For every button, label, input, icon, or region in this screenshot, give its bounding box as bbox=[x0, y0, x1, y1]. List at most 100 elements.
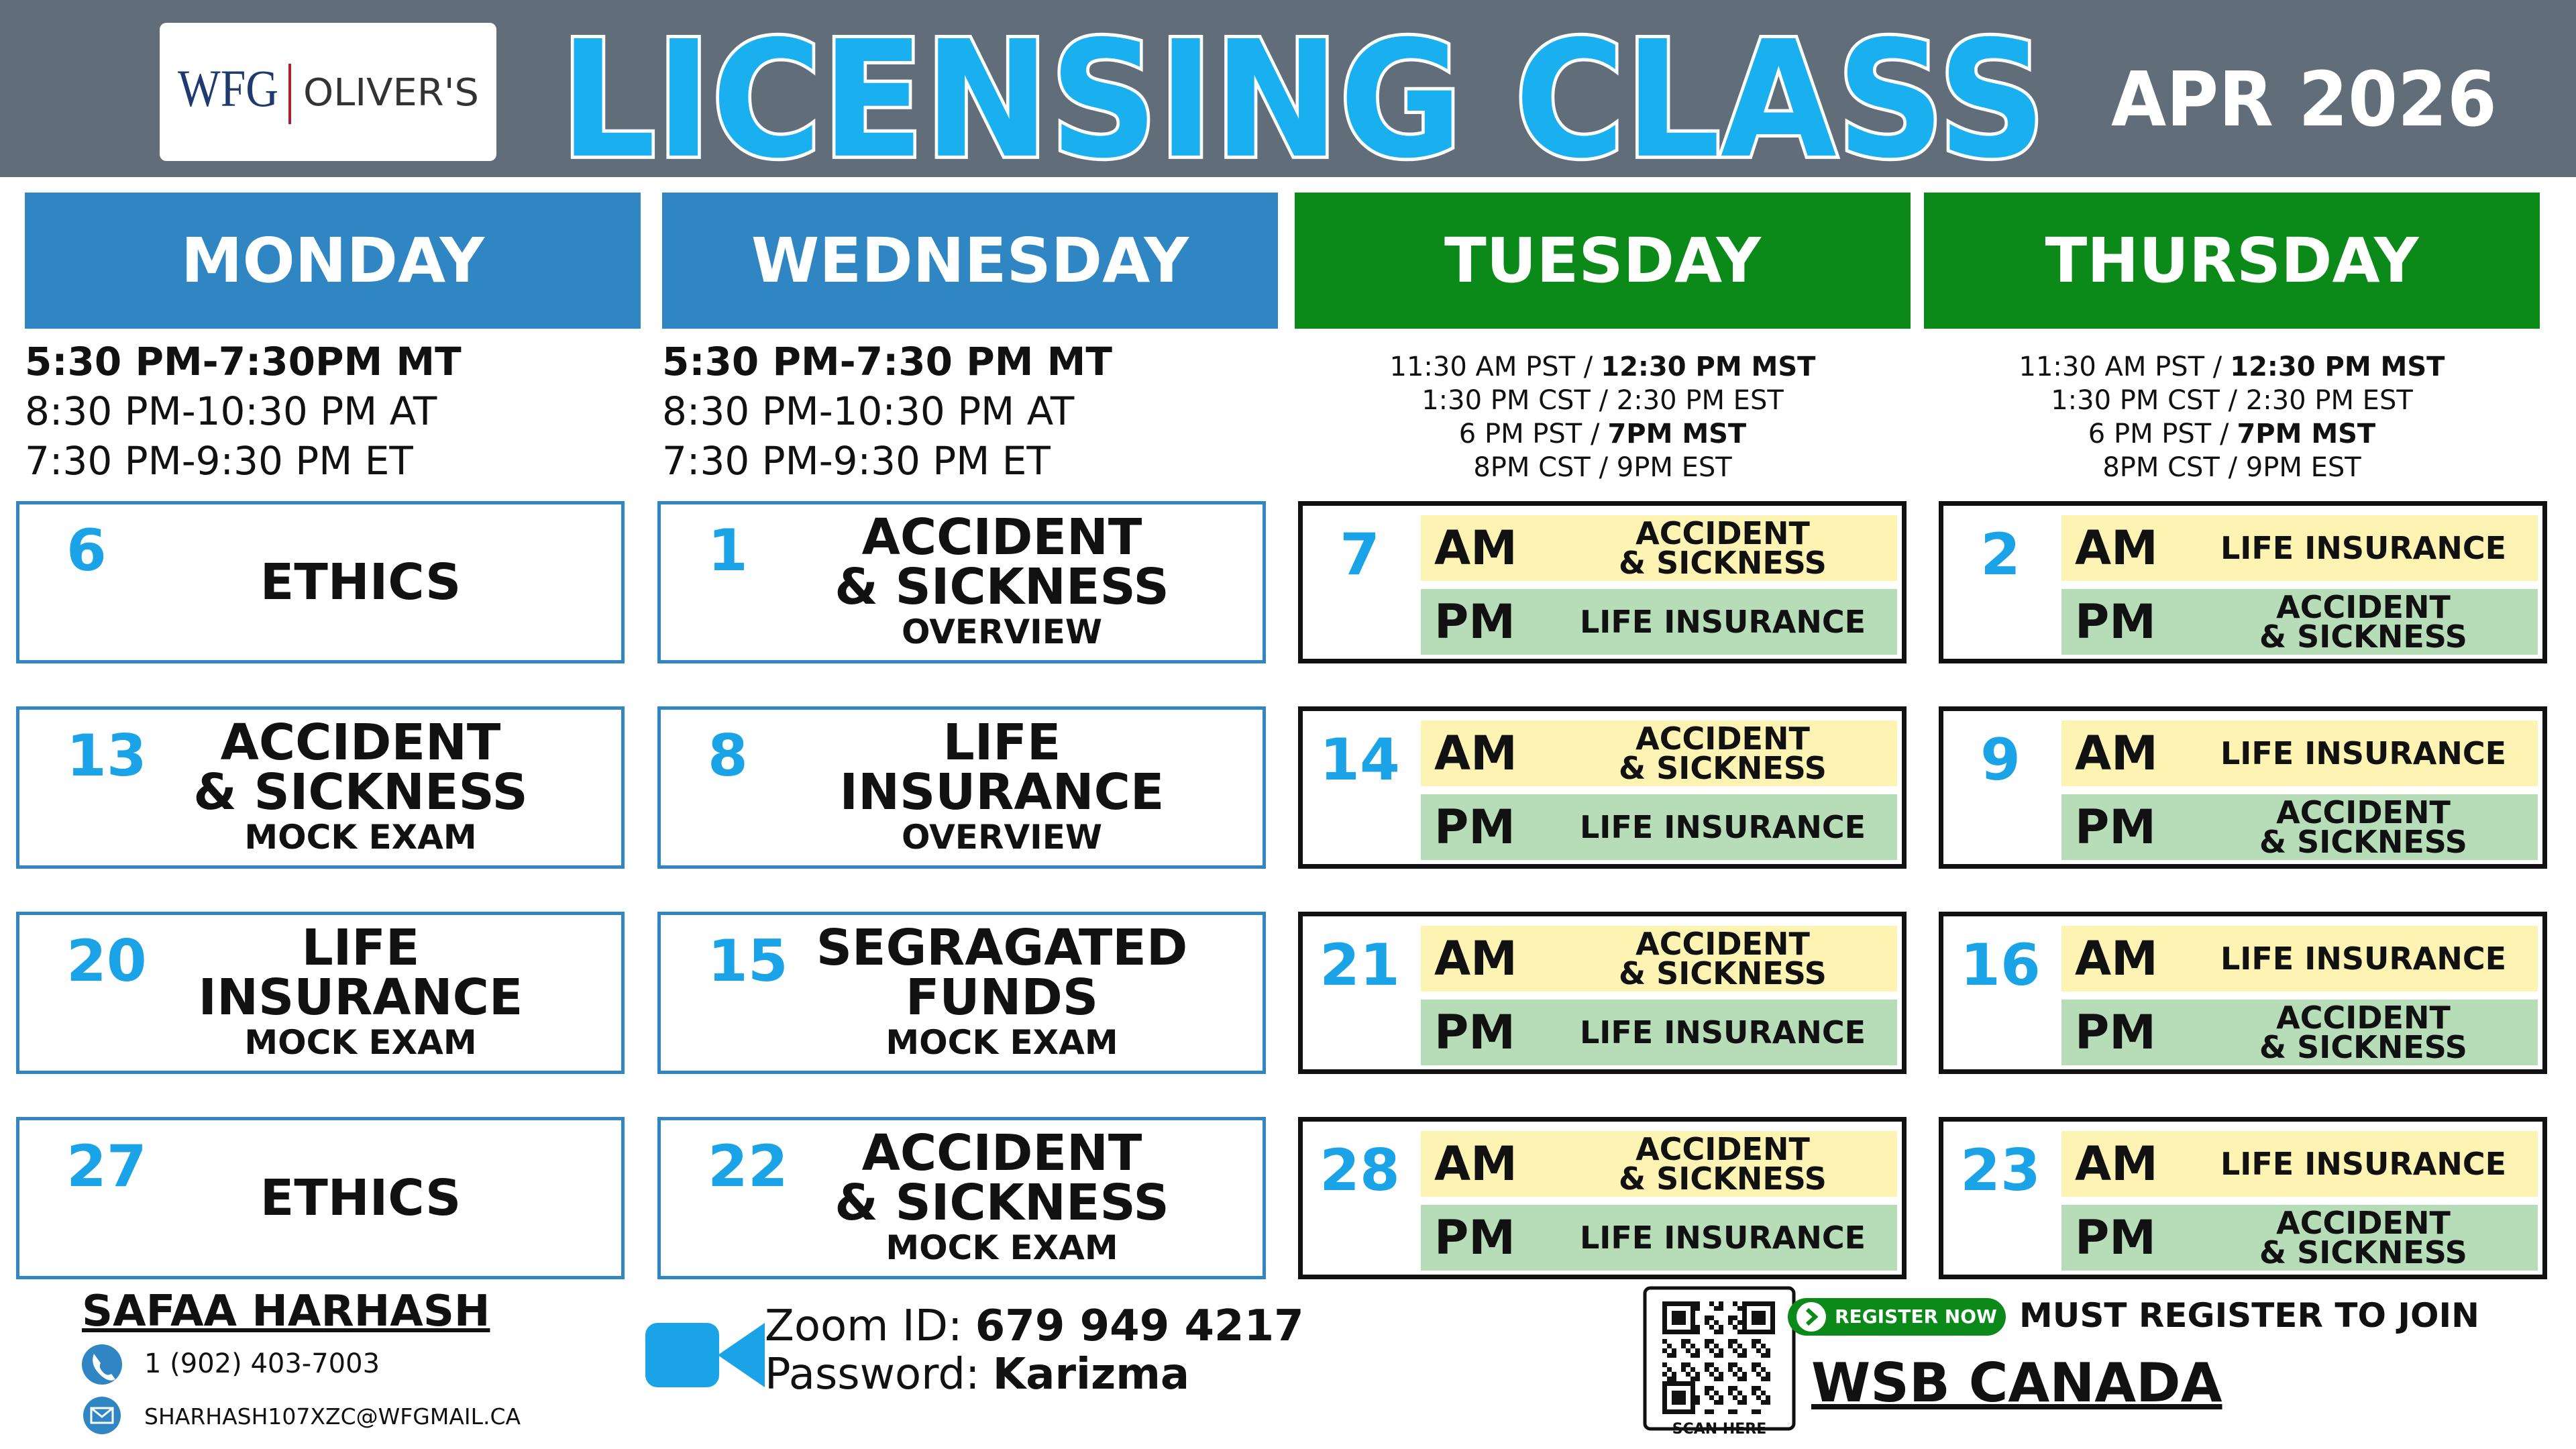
logo-text: OLIVER'S bbox=[303, 71, 479, 115]
qr-module bbox=[1761, 1391, 1766, 1395]
slot-course: ACCIDENT & SICKNESS bbox=[2189, 1205, 2538, 1268]
qr-module bbox=[1705, 1339, 1709, 1344]
qr-module bbox=[1709, 1409, 1714, 1414]
qr-module bbox=[1681, 1311, 1686, 1316]
time-slot: PM LIFE INSURANCE bbox=[1421, 1205, 1897, 1271]
qr-module bbox=[1667, 1367, 1672, 1372]
slot-course: ACCIDENT & SICKNESS bbox=[1548, 928, 1897, 989]
time-text: 8PM CST / 9PM EST bbox=[2102, 452, 2361, 483]
qr-module bbox=[1695, 1353, 1700, 1358]
session-date: 23 bbox=[1960, 1137, 2041, 1204]
time-slot: PM LIFE INSURANCE bbox=[1421, 794, 1897, 860]
qr-module bbox=[1662, 1325, 1667, 1330]
qr-module bbox=[1761, 1330, 1766, 1334]
register-arrow-bg bbox=[1796, 1302, 1826, 1332]
qr-module bbox=[1681, 1344, 1686, 1348]
slot-course: LIFE INSURANCE bbox=[1548, 1017, 1897, 1048]
qr-module bbox=[1709, 1395, 1714, 1400]
qr-module bbox=[1690, 1311, 1695, 1316]
qr-module bbox=[1766, 1400, 1770, 1405]
session-title: ACCIDENT & SICKNESS MOCK EXAM bbox=[782, 1120, 1222, 1276]
qr-module bbox=[1672, 1377, 1676, 1381]
qr-module bbox=[1705, 1344, 1709, 1348]
register-button-text[interactable]: REGISTER NOW bbox=[1835, 1305, 1997, 1328]
qr-module bbox=[1695, 1372, 1700, 1377]
session-date: 8 bbox=[708, 722, 748, 790]
qr-module bbox=[1672, 1381, 1676, 1386]
qr-module bbox=[1742, 1395, 1747, 1400]
qr-module bbox=[1662, 1409, 1667, 1414]
qr-module bbox=[1672, 1311, 1676, 1316]
time-slot: PM ACCIDENT & SICKNESS bbox=[2061, 589, 2538, 655]
qr-module bbox=[1672, 1372, 1676, 1377]
qr-module bbox=[1662, 1372, 1667, 1377]
slot-label: PM bbox=[1434, 800, 1515, 855]
qr-module bbox=[1752, 1301, 1756, 1306]
qr-module bbox=[1676, 1381, 1681, 1386]
register-button[interactable] bbox=[1788, 1298, 2006, 1336]
title-line: & SICKNESS bbox=[193, 763, 528, 821]
qr-module bbox=[1709, 1339, 1714, 1344]
qr-module bbox=[1761, 1367, 1766, 1372]
header: WFG OLIVER'S LICENSING CLASS APR 2026 bbox=[0, 0, 2576, 181]
time-block: 11:30 AM PST / 12:30 PM MST 1:30 PM CST / … bbox=[1295, 350, 1911, 484]
title-line: & SICKNESS bbox=[835, 558, 1169, 616]
qr-module bbox=[1737, 1344, 1742, 1348]
session-subtitle: MOCK EXAM bbox=[244, 1023, 477, 1062]
qr-module bbox=[1766, 1377, 1770, 1381]
qr-module bbox=[1705, 1362, 1709, 1367]
qr-module bbox=[1681, 1400, 1686, 1405]
qr-module bbox=[1756, 1348, 1761, 1353]
qr-module bbox=[1719, 1330, 1723, 1334]
qr-module bbox=[1686, 1362, 1690, 1367]
slot-course: ACCIDENT & SICKNESS bbox=[2189, 1002, 2538, 1063]
qr-module bbox=[1662, 1320, 1667, 1325]
time-text: 6 PM PST / bbox=[1458, 419, 1600, 449]
time-line: 8:30 PM-10:30 PM AT bbox=[662, 386, 1278, 436]
qr-module bbox=[1686, 1409, 1690, 1414]
qr-module bbox=[1752, 1330, 1756, 1334]
qr-module bbox=[1672, 1316, 1676, 1320]
qr-module bbox=[1756, 1320, 1761, 1325]
qr-module bbox=[1752, 1362, 1756, 1367]
qr-module bbox=[1672, 1330, 1676, 1334]
title-line: ACCIDENT bbox=[861, 508, 1142, 566]
time-block: 11:30 AM PST / 12:30 PM MST 1:30 PM CST / … bbox=[1924, 350, 2540, 484]
course-line: ACCIDENT bbox=[2276, 1205, 2451, 1241]
qr-module bbox=[1761, 1377, 1766, 1381]
slot-label: AM bbox=[2075, 726, 2158, 781]
time-text: 7PM MST bbox=[2237, 419, 2376, 449]
session-title: ACCIDENT & SICKNESS OVERVIEW bbox=[782, 504, 1222, 660]
qr-module bbox=[1752, 1391, 1756, 1395]
qr-module bbox=[1733, 1409, 1737, 1414]
session-subtitle: OVERVIEW bbox=[901, 612, 1103, 651]
qr-module bbox=[1667, 1330, 1672, 1334]
qr-module bbox=[1690, 1353, 1695, 1358]
qr-module bbox=[1719, 1306, 1723, 1311]
register-note: MUST REGISTER TO JOIN bbox=[2019, 1296, 2479, 1335]
qr-module bbox=[1742, 1353, 1747, 1358]
qr-module bbox=[1690, 1344, 1695, 1348]
qr-module bbox=[1686, 1372, 1690, 1377]
qr-module bbox=[1770, 1311, 1775, 1316]
register-arrow bbox=[1805, 1307, 1819, 1326]
mail-glyph bbox=[90, 1407, 114, 1424]
qr-module bbox=[1766, 1372, 1770, 1377]
session-title: SEGRAGATED FUNDS MOCK EXAM bbox=[782, 915, 1222, 1071]
qr-module bbox=[1662, 1395, 1667, 1400]
qr-module bbox=[1742, 1372, 1747, 1377]
day-header: TUESDAY bbox=[1295, 193, 1911, 329]
qr-module bbox=[1756, 1386, 1761, 1391]
qr-module bbox=[1742, 1316, 1747, 1320]
session-card: 22 ACCIDENT & SICKNESS MOCK EXAM bbox=[657, 1117, 1266, 1279]
time-slot: AM LIFE INSURANCE bbox=[2061, 515, 2538, 581]
qr-module bbox=[1728, 1339, 1733, 1344]
course-line: ACCIDENT bbox=[1635, 1131, 1810, 1167]
qr-module bbox=[1676, 1400, 1681, 1405]
qr-module bbox=[1681, 1301, 1686, 1306]
session-subtitle: MOCK EXAM bbox=[885, 1023, 1118, 1062]
qr-module bbox=[1709, 1372, 1714, 1377]
qr-module bbox=[1728, 1386, 1733, 1391]
slot-course: LIFE INSURANCE bbox=[1548, 606, 1897, 637]
